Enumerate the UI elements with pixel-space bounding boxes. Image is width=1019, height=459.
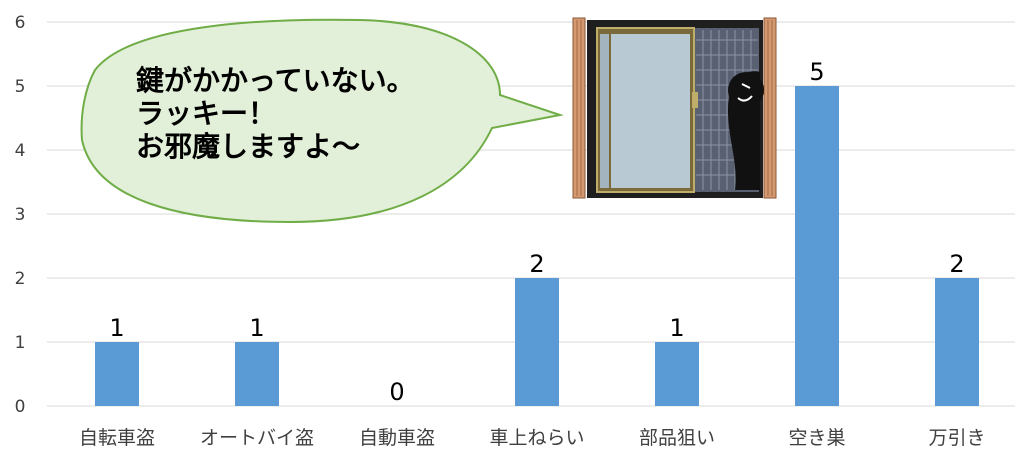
data-label: 0	[389, 378, 404, 406]
speech-bubble-line: ラッキー！	[136, 97, 277, 130]
y-tick-label: 2	[15, 269, 26, 289]
y-tick-label: 3	[15, 205, 26, 225]
x-tick-label: オートバイ盗	[200, 427, 314, 449]
y-tick-label: 5	[15, 77, 26, 97]
data-label: 2	[529, 250, 544, 278]
bar	[515, 278, 559, 406]
x-tick-label: 自動車盗	[359, 427, 435, 449]
data-label: 1	[109, 314, 124, 342]
data-labels: 1 1 0 2 1 5 2	[109, 58, 964, 406]
bar	[95, 342, 139, 406]
data-label: 1	[669, 314, 684, 342]
bar	[655, 342, 699, 406]
data-label: 1	[249, 314, 264, 342]
speech-bubble-line: 鍵がかかっていない。	[136, 64, 415, 97]
speech-bubble-line: お邪魔しますよ〜	[136, 130, 361, 163]
bar	[235, 342, 279, 406]
x-tick-label: 車上ねらい	[489, 427, 584, 449]
x-tick-label: 万引き	[928, 427, 985, 449]
bars	[95, 86, 979, 406]
y-tick-label: 0	[15, 397, 26, 417]
x-tick-label: 部品狙い	[639, 427, 715, 449]
bar	[795, 86, 839, 406]
x-tick-label: 自転車盗	[79, 427, 155, 449]
y-tick-label: 1	[15, 333, 26, 353]
burglar-at-window-icon	[572, 17, 777, 199]
x-tick-label: 空き巣	[788, 427, 845, 449]
speech-bubble-text: 鍵がかかっていない。 ラッキー！ お邪魔しますよ〜	[136, 64, 415, 163]
speech-bubble	[80, 18, 564, 224]
data-label: 5	[809, 58, 824, 86]
y-axis-ticks: 0 1 2 3 4 5 6	[15, 13, 26, 417]
x-axis-ticks: 自転車盗 オートバイ盗 自動車盗 車上ねらい 部品狙い 空き巣 万引き	[79, 427, 986, 449]
y-tick-label: 6	[15, 13, 26, 33]
bar	[935, 278, 979, 406]
y-tick-label: 4	[15, 141, 26, 161]
data-label: 2	[949, 250, 964, 278]
